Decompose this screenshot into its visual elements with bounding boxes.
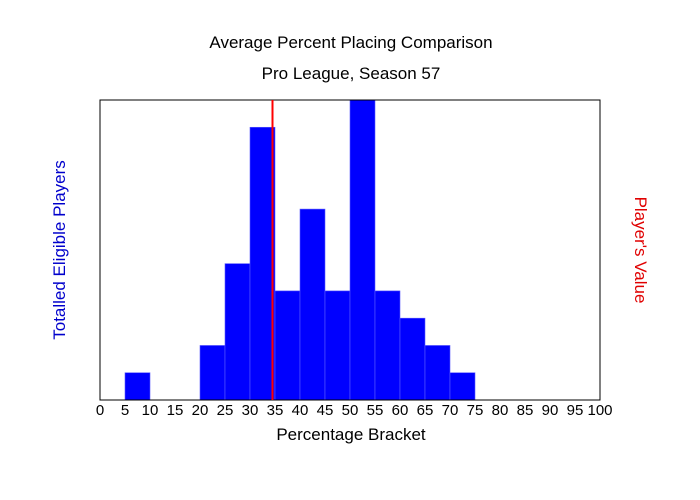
y2-axis-title: Player's Value bbox=[631, 197, 650, 304]
histogram-bar bbox=[299, 208, 326, 401]
histogram-bar bbox=[399, 317, 426, 401]
x-tick-label: 5 bbox=[121, 402, 129, 419]
x-tick-label: 20 bbox=[192, 402, 209, 419]
histogram-bar bbox=[124, 372, 151, 401]
x-tick-label: 55 bbox=[367, 402, 384, 419]
x-tick-label: 85 bbox=[517, 402, 534, 419]
chart-subtitle: Pro League, Season 57 bbox=[262, 64, 441, 83]
x-tick-label: 100 bbox=[587, 402, 612, 419]
x-axis-title: Percentage Bracket bbox=[276, 425, 426, 444]
x-tick-label: 80 bbox=[492, 402, 509, 419]
x-tick-label: 10 bbox=[142, 402, 159, 419]
chart-title: Average Percent Placing Comparison bbox=[209, 33, 492, 52]
x-tick-label: 65 bbox=[417, 402, 434, 419]
histogram-bar bbox=[424, 345, 451, 401]
histogram-bar bbox=[449, 372, 476, 401]
x-tick-label: 75 bbox=[467, 402, 484, 419]
bars-group bbox=[124, 99, 476, 401]
x-tick-label: 45 bbox=[317, 402, 334, 419]
histogram-bar bbox=[274, 290, 301, 401]
x-tick-label: 60 bbox=[392, 402, 409, 419]
histogram-bar bbox=[199, 345, 226, 401]
x-tick-label: 70 bbox=[442, 402, 459, 419]
histogram-bar bbox=[224, 263, 251, 401]
x-tick-label: 35 bbox=[267, 402, 284, 419]
x-tick-label: 50 bbox=[342, 402, 359, 419]
histogram-bar bbox=[249, 126, 276, 401]
x-tick-label: 90 bbox=[542, 402, 559, 419]
x-tick-labels: 0 5 10 15 20 25 30 35 40 45 50 55 60 65 70 75 80 85 90 95 10… bbox=[96, 402, 613, 419]
x-tick-label: 15 bbox=[167, 402, 184, 419]
plot-frame bbox=[99, 99, 601, 401]
x-tick-label: 0 bbox=[96, 402, 104, 419]
histogram-bar bbox=[374, 290, 401, 401]
x-tick-label: 40 bbox=[292, 402, 309, 419]
x-tick-label: 30 bbox=[242, 402, 259, 419]
y-axis-title: Totalled Eligible Players bbox=[50, 160, 69, 340]
x-tick-label: 95 bbox=[567, 402, 584, 419]
histogram-bar bbox=[349, 99, 376, 401]
histogram-bar bbox=[324, 290, 351, 401]
x-tick-label: 25 bbox=[217, 402, 234, 419]
